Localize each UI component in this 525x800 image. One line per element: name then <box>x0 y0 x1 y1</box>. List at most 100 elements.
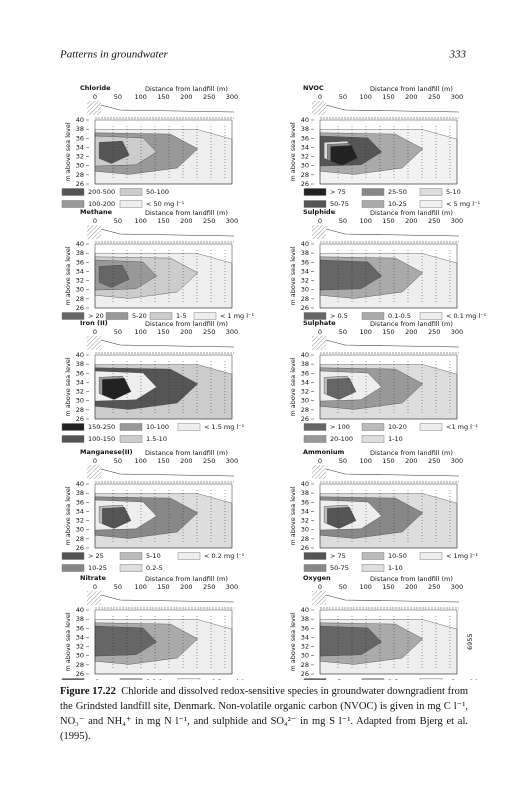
legend-swatch <box>361 200 385 208</box>
legend-label: 5-10 <box>146 552 161 560</box>
plot-frame <box>94 354 233 420</box>
legend-swatch <box>149 312 173 320</box>
y-tick-label: 34 <box>301 633 309 641</box>
plot-frame <box>319 354 458 420</box>
legend-swatch <box>361 312 385 320</box>
contour-zone <box>102 507 132 529</box>
x-tick-label: 200 <box>405 457 417 465</box>
legend-swatch <box>61 200 85 208</box>
y-tick-label: 38 <box>76 125 84 133</box>
y-tick-label: 36 <box>301 258 309 266</box>
legend-swatch <box>119 678 143 680</box>
legend-swatch <box>61 435 85 443</box>
panel: Methane Distance from landfill (m) 0 50 100 1… <box>61 208 254 320</box>
x-tick-label: 300 <box>451 93 463 101</box>
legend-label: 1-3 <box>388 678 399 680</box>
x-tick-label: 250 <box>203 457 215 465</box>
contour-zone <box>327 507 357 529</box>
x-tick-label: 300 <box>451 583 463 591</box>
legend-label: < 1 mg l⁻¹ <box>220 312 254 320</box>
x-tick-label: 200 <box>180 457 192 465</box>
x-tick-label: 100 <box>134 217 146 225</box>
legend-swatch <box>419 188 443 196</box>
y-tick-label: 26 <box>76 180 84 188</box>
y-tick-label: 32 <box>76 517 84 525</box>
legend-swatch <box>303 678 327 680</box>
y-tick-label: 34 <box>76 633 84 641</box>
x-tick-label: 250 <box>203 217 215 225</box>
y-tick-label: 34 <box>301 507 309 515</box>
legend-swatch <box>119 435 143 443</box>
x-tick-label: 50 <box>114 457 122 465</box>
contour-zone <box>98 140 130 164</box>
ground-surface <box>325 104 460 113</box>
x-tick-label: 0 <box>93 93 97 101</box>
legend-swatch <box>177 423 201 431</box>
legend-label: < 5 mg l⁻¹ <box>446 200 480 208</box>
x-tick-label: 250 <box>203 583 215 591</box>
x-axis-label: Distance from landfill (m) <box>370 85 453 93</box>
legend-swatch <box>61 552 85 560</box>
y-tick-label: 28 <box>76 535 84 543</box>
panel: NVOC Distance from landfill (m) 0 50 100 150 2… <box>289 84 480 208</box>
x-axis-label: Distance from landfill (m) <box>145 209 228 217</box>
panel-title: Sulphate <box>303 319 336 327</box>
legend-label: < 50 mg l⁻¹ <box>146 200 185 208</box>
y-tick-label: 32 <box>301 517 309 525</box>
x-tick-label: 200 <box>180 328 192 336</box>
y-tick-label: 38 <box>76 249 84 257</box>
y-tick-label: 30 <box>301 652 309 660</box>
contour-zone <box>327 378 357 400</box>
legend-label: < 0.2 mg l⁻¹ <box>204 552 245 560</box>
x-axis-label: Distance from landfill (m) <box>370 575 453 583</box>
plot-frame <box>94 483 233 549</box>
x-tick-label: 250 <box>428 217 440 225</box>
legend-swatch <box>177 678 201 680</box>
legend-swatch <box>361 435 385 443</box>
figure: Patterns in groundwater 333 Chloride Dist… <box>59 49 487 680</box>
legend-label: 50-75 <box>330 200 349 208</box>
y-tick-label: 34 <box>76 267 84 275</box>
legend-label: 25-50 <box>388 188 407 196</box>
y-axis-label: m above sea level <box>289 122 297 181</box>
x-tick-label: 100 <box>134 328 146 336</box>
page-number: 333 <box>449 49 467 61</box>
x-tick-label: 100 <box>359 457 371 465</box>
panel-title: Manganese(II) <box>80 448 133 456</box>
x-tick-label: 300 <box>451 328 463 336</box>
y-tick-label: 28 <box>76 295 84 303</box>
y-tick-label: 30 <box>301 162 309 170</box>
y-axis-label: m above sea level <box>64 122 72 181</box>
legend-label: > 0.5 <box>330 312 348 320</box>
y-tick-label: 34 <box>301 378 309 386</box>
y-tick-label: 38 <box>301 615 309 623</box>
y-tick-label: 40 <box>301 606 309 614</box>
y-tick-label: 34 <box>301 143 309 151</box>
plot-frame <box>319 609 458 675</box>
legend-swatch <box>303 200 327 208</box>
legend-swatch <box>61 423 85 431</box>
legend-swatch <box>419 552 443 560</box>
y-tick-label: 30 <box>301 397 309 405</box>
legend-swatch <box>303 188 327 196</box>
y-tick-label: 38 <box>301 249 309 257</box>
x-tick-label: 100 <box>359 583 371 591</box>
y-tick-label: 40 <box>76 116 84 124</box>
contour-zone <box>98 264 130 288</box>
y-tick-label: 38 <box>76 489 84 497</box>
ground-surface <box>100 228 235 237</box>
legend-swatch <box>419 678 443 680</box>
x-tick-label: 200 <box>405 93 417 101</box>
legend-swatch <box>303 552 327 560</box>
y-tick-label: 38 <box>301 125 309 133</box>
legend-label: > 75 <box>330 552 346 560</box>
legend-swatch <box>419 312 443 320</box>
legend-label: < 0.2 mg l⁻¹ <box>204 678 245 680</box>
x-tick-label: 0 <box>93 583 97 591</box>
x-tick-label: 150 <box>382 328 394 336</box>
panel-title: Iron (II) <box>80 319 108 327</box>
legend-label: > 1 <box>88 678 100 680</box>
panel: Oxygen Distance from landfill (m) 0 50 100 15… <box>289 574 478 680</box>
x-tick-label: 150 <box>382 93 394 101</box>
y-axis-label: m above sea level <box>289 246 297 305</box>
